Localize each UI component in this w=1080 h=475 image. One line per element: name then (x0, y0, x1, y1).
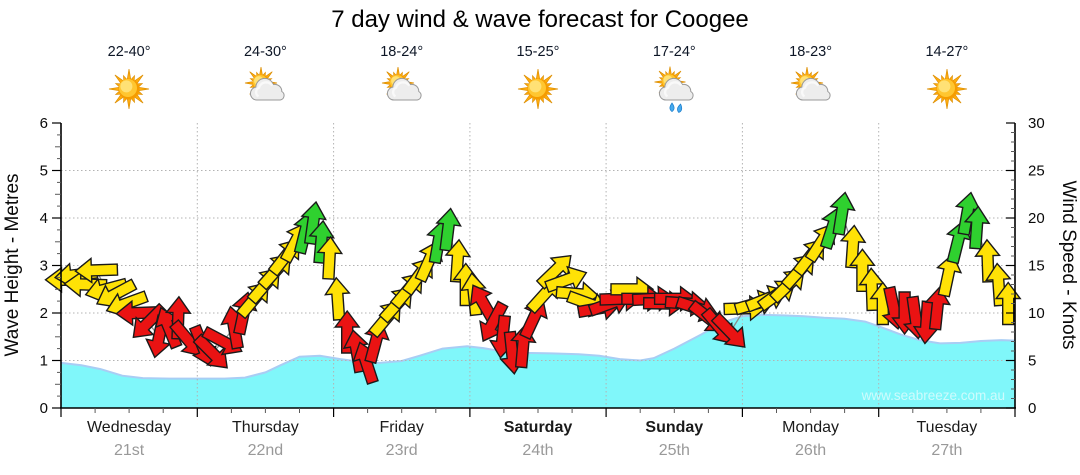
wind-arrow (74, 257, 119, 284)
wind-axis-tick-label: 15 (1028, 258, 1045, 275)
day-date: 27th (931, 442, 963, 459)
wind-arrow (710, 312, 746, 348)
left-axis-title: Wave Height - Metres (2, 173, 23, 356)
weather-icon-sun-cloud (787, 64, 835, 114)
weather-icon-sun (923, 64, 971, 114)
day-date: 24th (522, 442, 554, 459)
wave-axis-tick-label: 1 (40, 353, 48, 370)
wave-axis-tick-label: 3 (40, 258, 48, 275)
wave-height-area (61, 314, 1015, 408)
cloud (386, 78, 422, 101)
day-name: Friday (379, 419, 424, 436)
wind-arrow (829, 191, 856, 236)
day-name: Saturday (503, 419, 573, 436)
day-temp-range: 18-24° (380, 44, 424, 60)
weather-icon-sun (105, 64, 153, 114)
day-temp-range: 15-25° (516, 44, 560, 60)
wind-arrow (300, 200, 327, 246)
wind-axis-tick-label: 5 (1028, 353, 1036, 370)
day-date: 22nd (247, 442, 284, 459)
cloud (250, 78, 285, 101)
day-date: 23rd (385, 442, 418, 459)
watermark: www.seabreeze.com.au (861, 388, 1005, 403)
weather-icon-sun-cloud (378, 64, 426, 114)
wind-arrow (519, 297, 548, 341)
wind-arrow (132, 302, 168, 339)
wave-axis-tick-label: 2 (40, 305, 48, 322)
wind-arrow (924, 286, 952, 331)
wind-arrow (849, 248, 876, 292)
day-name: Monday (782, 419, 840, 436)
day-name: Tuesday (916, 419, 978, 436)
day-temp-range: 22-40° (107, 44, 151, 60)
wave-axis-tick-label: 6 (40, 115, 48, 132)
wave-axis-tick-label: 4 (40, 210, 48, 227)
day-date: 21st (113, 442, 145, 459)
day-temp-range: 24-30° (243, 44, 287, 60)
wind-axis-tick-label: 0 (1028, 400, 1036, 417)
wind-arrow (316, 235, 344, 280)
wind-arrow (935, 253, 963, 298)
day-date: 25th (658, 442, 690, 459)
day-name: Wednesday (86, 419, 172, 436)
chart-title: 7 day wind & wave forecast for Coogee (331, 6, 749, 33)
weather-icon-sun-cloud (241, 64, 289, 114)
wind-arrow (192, 333, 228, 369)
wind-arrow (333, 309, 361, 354)
weather-icon-sun-cloud-rain (650, 64, 698, 114)
wind-arrow (444, 238, 472, 283)
wind-arrow (324, 276, 351, 321)
wind-arrow (839, 224, 867, 269)
wind-axis-tick-label: 30 (1028, 115, 1045, 132)
day-name: Thursday (232, 419, 299, 436)
weather-icon-sun (514, 64, 562, 114)
day-temp-range: 18-23° (789, 44, 833, 60)
day-temp-range: 17-24° (652, 44, 696, 60)
day-date: 26th (795, 442, 827, 459)
wave-axis-tick-label: 0 (40, 400, 48, 417)
day-name: Sunday (645, 419, 704, 436)
day-temp-range: 14-27° (925, 44, 969, 60)
cloud (795, 78, 831, 101)
wind-axis-tick-label: 25 (1028, 163, 1045, 180)
wind-axis-tick-label: 10 (1028, 305, 1045, 322)
wave-axis-tick-label: 5 (40, 163, 48, 180)
rain-drops (669, 102, 683, 113)
chart-generated-content: 0 1 2 3 4 5 6 0 5 10 15 20 25 30 (40, 115, 1045, 417)
right-axis-title: Wind Speed - Knots (1058, 181, 1079, 350)
wind-axis-tick-label: 20 (1028, 210, 1045, 227)
cloud (659, 78, 694, 101)
wind-arrow (435, 207, 462, 252)
wind-arrow (308, 219, 336, 264)
wind-arrow (963, 205, 991, 250)
wave-area-edge (60, 313, 1016, 380)
